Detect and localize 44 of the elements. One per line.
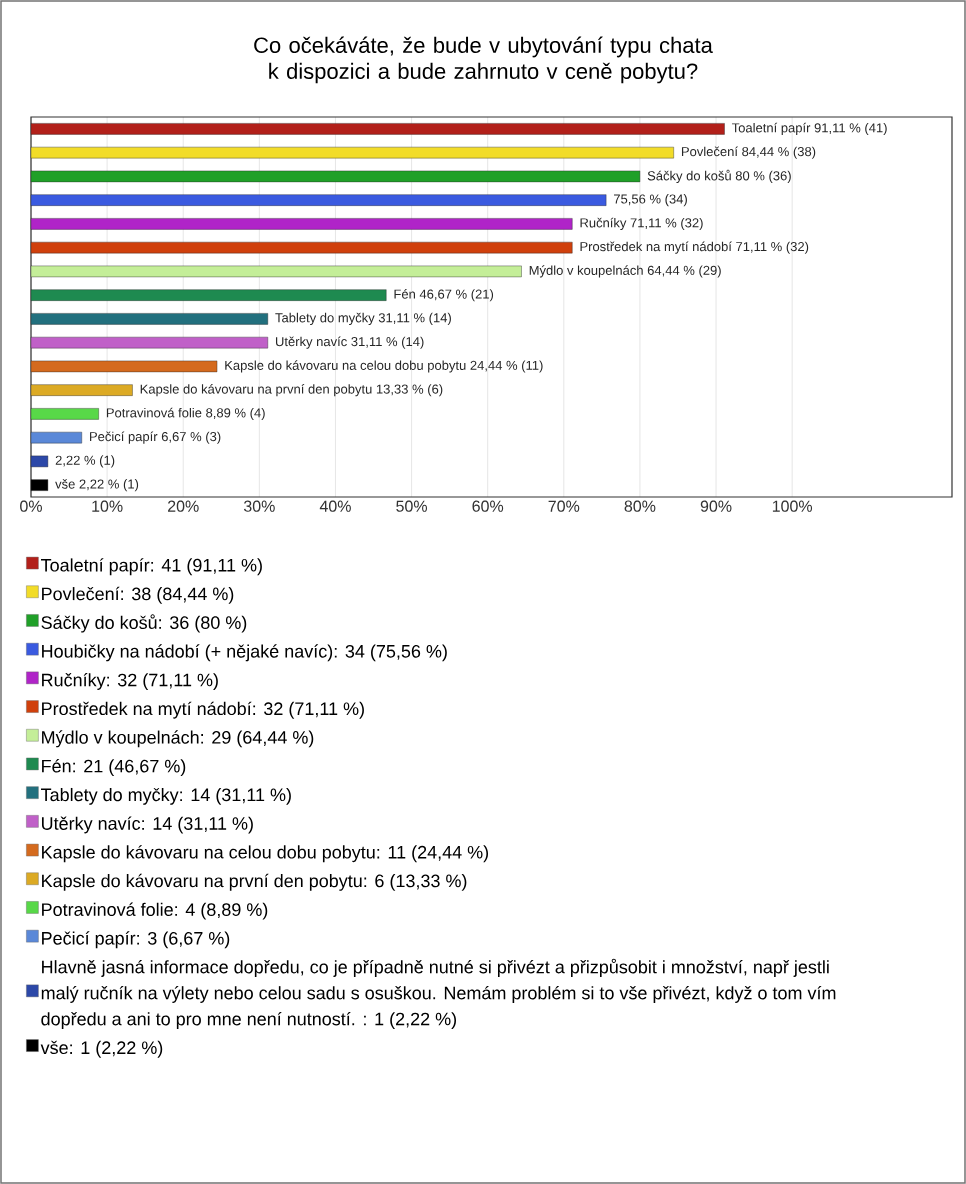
x-tick-label: 70%	[548, 500, 580, 512]
legend-label: Houbičky na nádobí (+ nějaké navíc): 34 (75,56 %)	[42, 644, 447, 662]
x-tick-label: 60%	[472, 500, 504, 512]
legend-label: Pečicí papír: 3 (6,67 %)	[42, 931, 230, 949]
legend-label: Kapsle do kávovaru na první den pobytu: 6 (13,33 %)	[42, 873, 467, 891]
x-tick-label: 100%	[772, 500, 813, 512]
data-label: 75,56 % (34)	[614, 194, 687, 207]
legend-label: Mýdlo v koupelnách: 29 (64,44 %)	[42, 730, 314, 748]
legend-label: Toaletní papír: 41 (91,11 %)	[41, 558, 262, 576]
x-tick-label: 40%	[319, 500, 351, 512]
legend-label: Sáčky do košů: 36 (80 %)	[41, 614, 247, 633]
data-label: Kapsle do kávovaru na celou dobu pobytu 24,44 % (11)	[225, 360, 543, 373]
legend-label: vše: 1 (2,22 %)	[40, 1040, 163, 1058]
x-tick-label: 0%	[20, 500, 42, 512]
data-label: Povlečení 84,44 % (38)	[681, 146, 816, 159]
legend-label: Ručníky: 32 (71,11 %)	[42, 672, 218, 690]
x-tick-label: 50%	[396, 500, 428, 512]
data-label: Pečicí papír 6,67 % (3)	[90, 431, 221, 444]
data-label: Fén 46,67 % (21)	[394, 289, 494, 302]
data-label: Mýdlo v koupelnách 64,44 % (29)	[529, 265, 721, 278]
legend-label: Tablety do myčky: 14 (31,11 %)	[41, 787, 291, 805]
legend-label: Kapsle do kávovaru na celou dobu pobytu: 11 (24,44 %)	[42, 845, 489, 863]
data-label: Ručníky 71,11 % (32)	[580, 217, 703, 231]
data-label: vše 2,22 % (1)	[55, 479, 139, 492]
data-label: Kapsle do kávovaru na první den pobytu 13,33 % (6)	[140, 384, 443, 397]
legend-label: Prostředek na mytí nádobí: 32 (71,11 %)	[42, 701, 364, 719]
x-tick-label: 30%	[243, 500, 275, 512]
data-label: Potravinová folie 8,89 % (4)	[106, 407, 265, 421]
legend-label: Povlečení: 38 (84,44 %)	[42, 586, 234, 604]
x-tick-label: 10%	[92, 500, 123, 512]
data-label: Sáčky do košů 80 % (36)	[647, 169, 791, 183]
legend-label: Potravinová folie: 4 (8,89 %)	[42, 902, 268, 920]
legend-label: Utěrky navíc: 14 (31,11 %)	[42, 816, 253, 834]
data-label: Tablety do myčky 31,11 % (14)	[275, 312, 451, 325]
x-tick-label: 90%	[700, 500, 732, 512]
chart-title: Co očekáváte, že bude v ubytování typu chata k dispozici a bude zahrnuto v ceně pobytu?	[254, 36, 713, 84]
data-label: Prostředek na mytí nádobí 71,11 % (32)	[580, 241, 809, 254]
x-tick-label: 80%	[624, 500, 656, 512]
x-tick-label: 20%	[168, 500, 199, 512]
data-label: Toaletní papír 91,11 % (41)	[731, 122, 887, 136]
legend-label: Hlavně jasná informace dopředu, co je případně nutné si přivézt a přizpůsobit i množství, např jestli malý ručník na výlety nebo celou sadu s osuškou. Nemám problém si to vše přivézt, když o tom vím dopředu a ani to pro mne není nutností. : 1 (2,22 %)	[41, 958, 836, 1029]
data-label: Utěrky navíc 31,11 % (14)	[276, 336, 424, 349]
data-label: 2,22 % (1)	[55, 455, 115, 468]
legend-label: Fén: 21 (46,67 %)	[42, 759, 186, 777]
